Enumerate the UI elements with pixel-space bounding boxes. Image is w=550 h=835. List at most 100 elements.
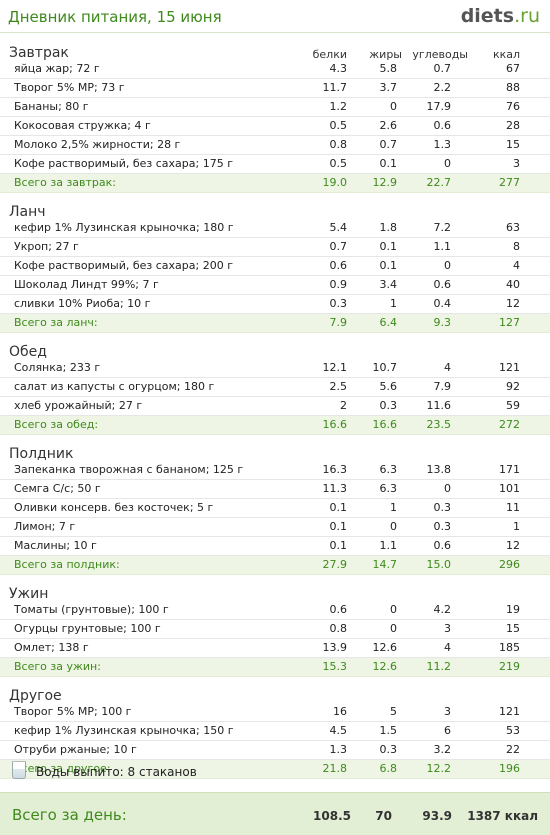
food-row[interactable]: Лимон; 7 г 0.1 0 0.3 1 bbox=[0, 518, 550, 537]
food-name[interactable]: Кофе растворимый, без сахара; 200 г bbox=[14, 259, 233, 272]
food-row[interactable]: Творог 5% МР; 73 г 11.7 3.7 2.2 88 bbox=[0, 79, 550, 98]
meal-total-protein: 15.3 bbox=[322, 660, 348, 673]
food-row[interactable]: кефир 1% Лузинская крыночка; 150 г 4.5 1.5… bbox=[0, 722, 550, 741]
food-protein: 5.4 bbox=[329, 221, 348, 234]
food-protein: 0.1 bbox=[329, 539, 348, 552]
food-name[interactable]: Молоко 2,5% жирности; 28 г bbox=[14, 138, 181, 151]
meal-total-carbs: 12.2 bbox=[426, 762, 452, 775]
site-logo[interactable]: diets.ru bbox=[461, 5, 540, 27]
food-name[interactable]: Томаты (грунтовые); 100 г bbox=[14, 603, 169, 616]
food-row[interactable]: Бананы; 80 г 1.2 0 17.9 76 bbox=[0, 98, 550, 117]
food-kcal: 171 bbox=[499, 463, 520, 476]
food-protein: 0.9 bbox=[329, 278, 348, 291]
meal-title: Полдник bbox=[9, 446, 74, 462]
food-row[interactable]: Семга С/с; 50 г 11.3 6.3 0 101 bbox=[0, 480, 550, 499]
food-protein: 11.3 bbox=[322, 482, 348, 495]
food-name[interactable]: Запеканка творожная с бананом; 125 г bbox=[14, 463, 244, 476]
food-row[interactable]: Маслины; 10 г 0.1 1.1 0.6 12 bbox=[0, 537, 550, 556]
food-fat: 0.1 bbox=[379, 157, 398, 170]
food-name[interactable]: кефир 1% Лузинская крыночка; 150 г bbox=[14, 724, 234, 737]
meal-title: Ужин bbox=[9, 586, 49, 602]
food-fat: 0.1 bbox=[379, 240, 398, 253]
day-total-label: Всего за день: bbox=[12, 806, 127, 824]
food-row[interactable]: Томаты (грунтовые); 100 г 0.6 0 4.2 19 bbox=[0, 601, 550, 620]
food-row[interactable]: Отруби ржаные; 10 г 1.3 0.3 3.2 22 bbox=[0, 741, 550, 760]
meals-table: Завтрак белки жиры углеводы ккал яйца жар; 72… bbox=[0, 34, 550, 779]
food-row[interactable]: кефир 1% Лузинская крыночка; 180 г 5.4 1.8… bbox=[0, 219, 550, 238]
food-name[interactable]: Солянка; 233 г bbox=[14, 361, 101, 374]
food-name[interactable]: Отруби ржаные; 10 г bbox=[14, 743, 137, 756]
food-row[interactable]: Омлет; 138 г 13.9 12.6 4 185 bbox=[0, 639, 550, 658]
food-name[interactable]: Укроп; 27 г bbox=[14, 240, 79, 253]
food-carbs: 0.7 bbox=[433, 62, 452, 75]
food-protein: 0.8 bbox=[329, 622, 348, 635]
meal-total-fat: 14.7 bbox=[372, 558, 398, 571]
meal-total-kcal: 127 bbox=[499, 316, 520, 329]
food-name[interactable]: Кокосовая стружка; 4 г bbox=[14, 119, 151, 132]
food-kcal: 1 bbox=[513, 520, 520, 533]
food-name[interactable]: сливки 10% Риоба; 10 г bbox=[14, 297, 151, 310]
food-fat: 0 bbox=[390, 622, 397, 635]
food-fat: 0 bbox=[390, 603, 397, 616]
food-kcal: 88 bbox=[506, 81, 520, 94]
food-row[interactable]: Кофе растворимый, без сахара; 200 г 0.6 0.… bbox=[0, 257, 550, 276]
food-row[interactable]: Оливки консерв. без косточек; 5 г 0.1 1 0.3… bbox=[0, 499, 550, 518]
food-name[interactable]: Маслины; 10 г bbox=[14, 539, 97, 552]
meal-total-fat: 6.4 bbox=[379, 316, 398, 329]
food-kcal: 185 bbox=[499, 641, 520, 654]
food-kcal: 63 bbox=[506, 221, 520, 234]
food-kcal: 4 bbox=[513, 259, 520, 272]
food-name[interactable]: Шоколад Линдт 99%; 7 г bbox=[14, 278, 159, 291]
meal-total-carbs: 22.7 bbox=[426, 176, 452, 189]
food-carbs: 0.6 bbox=[433, 278, 452, 291]
food-name[interactable]: Кофе растворимый, без сахара; 175 г bbox=[14, 157, 233, 170]
food-carbs: 7.9 bbox=[433, 380, 452, 393]
food-name[interactable]: Огурцы грунтовые; 100 г bbox=[14, 622, 161, 635]
food-row[interactable]: Творог 5% МР; 100 г 16 5 3 121 bbox=[0, 703, 550, 722]
food-kcal: 76 bbox=[506, 100, 520, 113]
food-name[interactable]: Творог 5% МР; 73 г bbox=[14, 81, 125, 94]
food-fat: 3.4 bbox=[379, 278, 398, 291]
food-protein: 1.3 bbox=[329, 743, 348, 756]
food-name[interactable]: салат из капусты с огурцом; 180 г bbox=[14, 380, 215, 393]
food-name[interactable]: Оливки консерв. без косточек; 5 г bbox=[14, 501, 214, 514]
food-name[interactable]: Бананы; 80 г bbox=[14, 100, 89, 113]
food-row[interactable]: сливки 10% Риоба; 10 г 0.3 1 0.4 12 bbox=[0, 295, 550, 314]
food-kcal: 67 bbox=[506, 62, 520, 75]
food-row[interactable]: Кокосовая стружка; 4 г 0.5 2.6 0.6 28 bbox=[0, 117, 550, 136]
header: Дневник питания, 15 июня diets.ru bbox=[0, 0, 550, 32]
food-name[interactable]: яйца жар; 72 г bbox=[14, 62, 100, 75]
food-name[interactable]: Творог 5% МР; 100 г bbox=[14, 705, 132, 718]
food-name[interactable]: Лимон; 7 г bbox=[14, 520, 76, 533]
logo-tld: .ru bbox=[514, 5, 540, 27]
food-kcal: 11 bbox=[506, 501, 520, 514]
meal-total-kcal: 277 bbox=[499, 176, 520, 189]
food-protein: 4.3 bbox=[329, 62, 348, 75]
food-protein: 0.1 bbox=[329, 520, 348, 533]
food-row[interactable]: Запеканка творожная с бананом; 125 г 16.3… bbox=[0, 461, 550, 480]
food-carbs: 0.3 bbox=[433, 501, 452, 514]
food-row[interactable]: Огурцы грунтовые; 100 г 0.8 0 3 15 bbox=[0, 620, 550, 639]
food-row[interactable]: салат из капусты с огурцом; 180 г 2.5 5.6 7… bbox=[0, 378, 550, 397]
food-name[interactable]: кефир 1% Лузинская крыночка; 180 г bbox=[14, 221, 234, 234]
food-name[interactable]: Семга С/с; 50 г bbox=[14, 482, 101, 495]
food-protein: 16.3 bbox=[322, 463, 348, 476]
meal-total-protein: 27.9 bbox=[322, 558, 348, 571]
food-row[interactable]: хлеб урожайный; 27 г 2 0.3 11.6 59 bbox=[0, 397, 550, 416]
day-total-carbs: 93.9 bbox=[422, 809, 452, 823]
food-kcal: 59 bbox=[506, 399, 520, 412]
food-row[interactable]: Шоколад Линдт 99%; 7 г 0.9 3.4 0.6 40 bbox=[0, 276, 550, 295]
page-title: Дневник питания, 15 июня bbox=[8, 8, 222, 26]
meal-total-carbs: 11.2 bbox=[426, 660, 452, 673]
food-row[interactable]: Укроп; 27 г 0.7 0.1 1.1 8 bbox=[0, 238, 550, 257]
food-kcal: 15 bbox=[506, 622, 520, 635]
meal-total-carbs: 15.0 bbox=[426, 558, 452, 571]
food-row[interactable]: Молоко 2,5% жирности; 28 г 0.8 0.7 1.3 15 bbox=[0, 136, 550, 155]
food-name[interactable]: хлеб урожайный; 27 г bbox=[14, 399, 143, 412]
food-row[interactable]: яйца жар; 72 г 4.3 5.8 0.7 67 bbox=[0, 60, 550, 79]
food-row[interactable]: Кофе растворимый, без сахара; 175 г 0.5 0.… bbox=[0, 155, 550, 174]
food-name[interactable]: Омлет; 138 г bbox=[14, 641, 89, 654]
food-carbs: 1.1 bbox=[433, 240, 452, 253]
food-row[interactable]: Солянка; 233 г 12.1 10.7 4 121 bbox=[0, 359, 550, 378]
meal-total-protein: 16.6 bbox=[322, 418, 348, 431]
